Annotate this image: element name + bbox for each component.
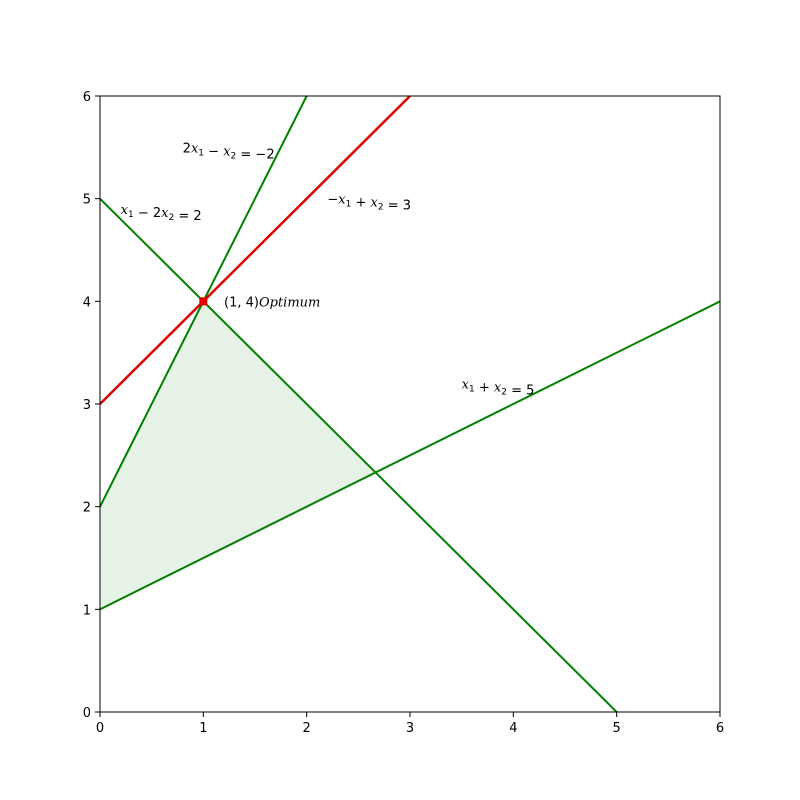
x-tick-label: 0 [96,721,104,736]
optimum-marker [199,297,208,306]
annotation-ann-c3: x1 + x2 = 5 [462,377,535,398]
y-tick-label: 5 [83,193,91,208]
feasible-region [100,301,376,610]
y-tick-label: 3 [83,398,91,413]
y-tick-label: 0 [83,706,91,721]
annotation-ann-c2: x1 − 2x2 = 2 [121,203,202,224]
y-tick-label: 2 [83,501,91,516]
x-tick-label: 2 [303,721,311,736]
annotation-ann-obj: −x1 + x2 = 3 [327,193,411,214]
y-tick-label: 6 [83,90,91,105]
series-line-c3 [100,300,720,611]
annotation-ann-c1: 2x1 − x2 = −2 [183,141,275,162]
y-tick-label: 4 [83,295,91,310]
x-tick-label: 5 [613,721,621,736]
plot-area [100,96,720,712]
annotation-ann-opt: (1, 4)Optimum [224,295,320,310]
x-tick-label: 3 [406,721,414,736]
series-line-obj [100,96,411,405]
x-tick-label: 4 [509,721,517,736]
y-tick-label: 1 [83,603,91,618]
x-tick-label: 6 [716,721,724,736]
x-tick-label: 1 [199,721,207,736]
annotations: 2x1 − x2 = −2 −x1 + x2 = 3 x1 − 2x2 = 2 (1,… [121,141,535,398]
series-line-c2 [100,197,618,712]
axes: 0 1 2 3 4 5 6 0 1 2 3 4 5 6 [83,90,724,736]
